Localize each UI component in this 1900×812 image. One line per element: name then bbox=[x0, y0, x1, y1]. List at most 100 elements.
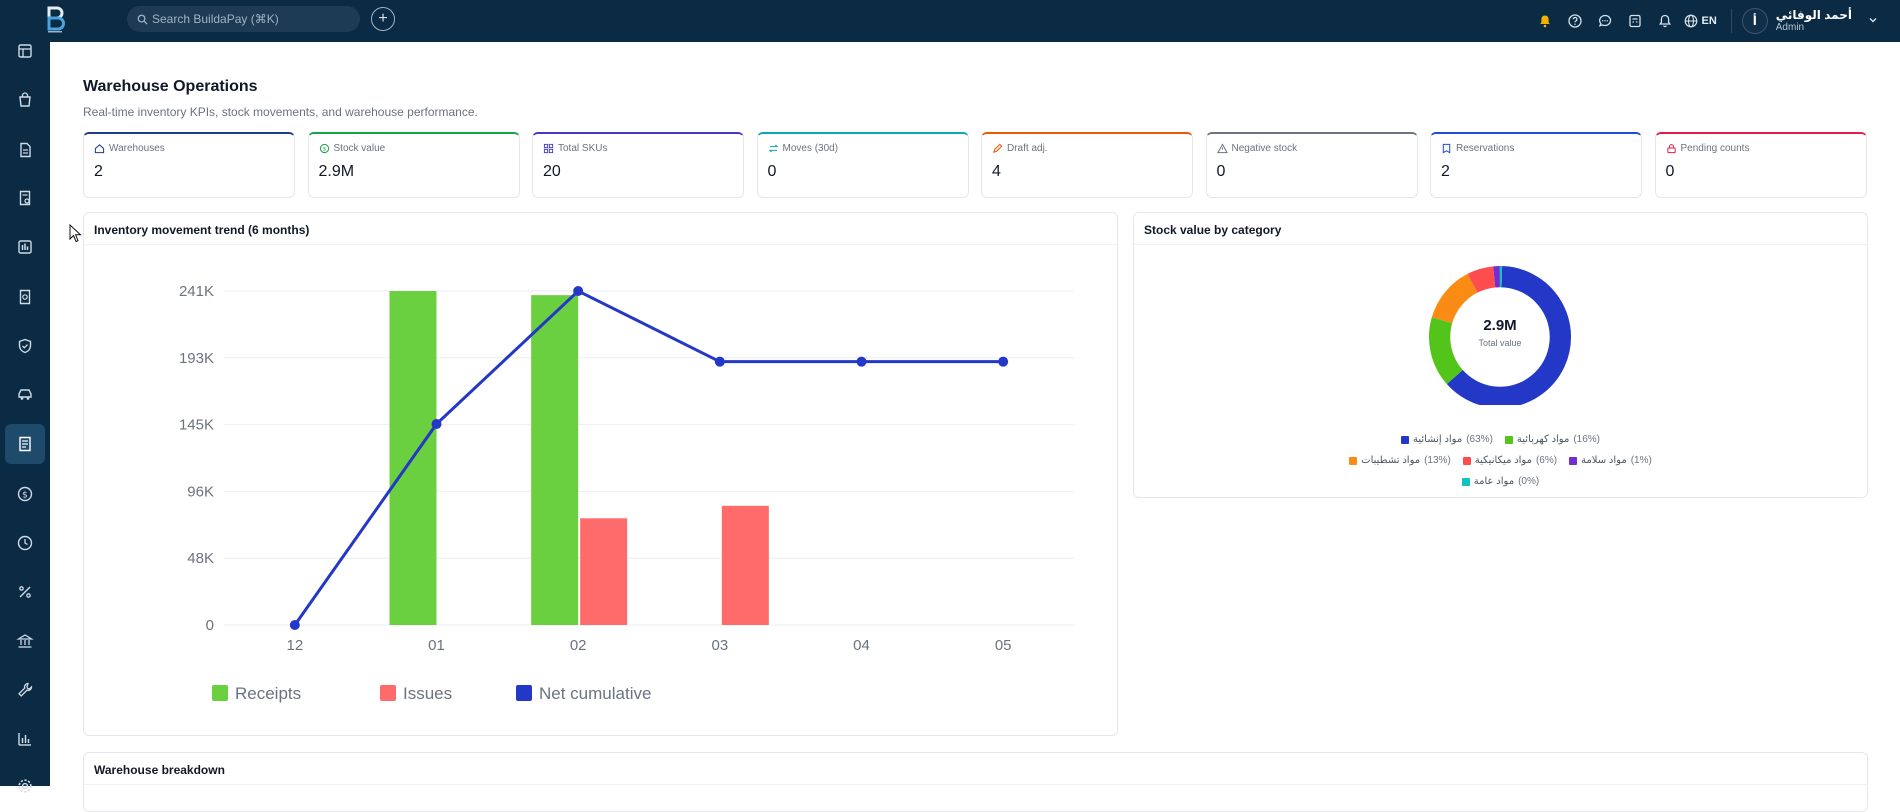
invoice-icon bbox=[16, 189, 34, 207]
legend-item-net-cumulative[interactable]: Net cumulative bbox=[516, 684, 651, 703]
kpi-card-warehouses[interactable]: Warehouses 2 bbox=[83, 132, 295, 198]
donut-center-label: Total value bbox=[1450, 338, 1550, 348]
legend-swatch bbox=[212, 685, 228, 701]
kpi-label: Reservations bbox=[1456, 143, 1514, 154]
coin-icon: $ bbox=[319, 143, 330, 154]
page-title: Warehouse Operations bbox=[83, 78, 258, 96]
category-legend-item[interactable]: مواد كهربائية(16%) bbox=[1505, 434, 1600, 445]
clock-nav-item[interactable] bbox=[5, 523, 45, 563]
vehicle-nav-item[interactable] bbox=[5, 375, 45, 415]
kpi-value: 2 bbox=[94, 163, 284, 181]
percent-nav-item[interactable] bbox=[5, 572, 45, 612]
kpi-label: Pending counts bbox=[1681, 143, 1750, 154]
shield-icon bbox=[16, 337, 34, 355]
legend-swatch bbox=[1462, 478, 1470, 486]
search-input[interactable]: Search BuildaPay (⌘K) bbox=[127, 6, 360, 32]
reports-nav-item[interactable] bbox=[5, 227, 45, 267]
bank-icon bbox=[16, 632, 34, 650]
legend-item-receipts[interactable]: Receipts bbox=[212, 684, 301, 703]
dashboard-nav-item[interactable] bbox=[5, 31, 45, 71]
svg-text:$: $ bbox=[322, 147, 326, 153]
category-legend-item[interactable]: مواد عامة(0%) bbox=[1462, 476, 1539, 487]
sidebar: $ bbox=[0, 42, 50, 786]
add-button[interactable]: + bbox=[371, 7, 395, 31]
tools-nav-item[interactable] bbox=[5, 670, 45, 710]
x-tick-label: 02 bbox=[570, 637, 587, 654]
document-icon bbox=[16, 141, 34, 159]
legend-swatch bbox=[1569, 457, 1577, 465]
bell-alert-icon[interactable] bbox=[1530, 0, 1560, 42]
home-icon bbox=[94, 143, 105, 154]
category-legend-item[interactable]: مواد تشطيبات(13%) bbox=[1349, 455, 1451, 466]
x-tick-label: 12 bbox=[286, 637, 303, 654]
reports-icon bbox=[16, 238, 34, 256]
swap-icon bbox=[768, 143, 779, 154]
kpi-card-moves-30d[interactable]: Moves (30d) 0 bbox=[757, 132, 969, 198]
y-tick-label: 241K bbox=[179, 283, 214, 300]
net-cumulative-point[interactable] bbox=[998, 357, 1008, 367]
x-tick-label: 01 bbox=[428, 637, 445, 654]
tools-icon bbox=[16, 681, 34, 699]
issues-bar[interactable] bbox=[722, 506, 769, 625]
category-legend-item[interactable]: مواد ميكانيكية(6%) bbox=[1463, 455, 1557, 466]
net-cumulative-point[interactable] bbox=[290, 620, 300, 630]
document-nav-item[interactable] bbox=[5, 130, 45, 170]
net-cumulative-point[interactable] bbox=[432, 419, 442, 429]
dollar-nav-item[interactable]: $ bbox=[5, 474, 45, 514]
invoice-nav-item[interactable] bbox=[5, 178, 45, 218]
receipt-nav-item[interactable] bbox=[5, 277, 45, 317]
settings-nav-item[interactable] bbox=[5, 766, 45, 806]
chevron-down-icon[interactable] bbox=[1868, 12, 1878, 30]
y-tick-label: 0 bbox=[206, 617, 214, 634]
category-legend-item[interactable]: مواد سلامة(1%) bbox=[1569, 455, 1652, 466]
category-legend: مواد إنشائية(63%) مواد كهربائية(16%) مواد … bbox=[1134, 429, 1867, 492]
donut-slice[interactable] bbox=[1473, 277, 1495, 283]
legend-label: Receipts bbox=[235, 684, 301, 703]
top-bar: Search BuildaPay (⌘K) + EN أ أحمد الوفائ… bbox=[0, 0, 1900, 42]
kpi-label: Draft adj. bbox=[1007, 143, 1048, 154]
receipts-bar[interactable] bbox=[531, 295, 578, 625]
warehouse-nav-item[interactable] bbox=[5, 424, 45, 464]
language-switcher[interactable]: EN bbox=[1684, 14, 1716, 28]
calculator-icon[interactable] bbox=[1620, 0, 1650, 42]
bank-nav-item[interactable] bbox=[5, 621, 45, 661]
dollar-icon: $ bbox=[16, 485, 34, 503]
inventory-trend-title: Inventory movement trend (6 months) bbox=[84, 213, 1117, 245]
kpi-label: Total SKUs bbox=[558, 143, 607, 154]
legend-swatch bbox=[380, 685, 396, 701]
legend-label: Net cumulative bbox=[539, 684, 651, 703]
category-legend-item[interactable]: مواد إنشائية(63%) bbox=[1401, 434, 1493, 445]
net-cumulative-point[interactable] bbox=[715, 357, 725, 367]
kpi-label: Warehouses bbox=[109, 143, 165, 154]
analytics-nav-item[interactable] bbox=[5, 719, 45, 759]
net-cumulative-point[interactable] bbox=[573, 286, 583, 296]
chat-icon[interactable] bbox=[1590, 0, 1620, 42]
y-tick-label: 193K bbox=[179, 350, 214, 367]
kpi-label: Moves (30d) bbox=[783, 143, 839, 154]
legend-item-issues[interactable]: Issues bbox=[380, 684, 452, 703]
kpi-value: 20 bbox=[543, 163, 733, 181]
svg-text:$: $ bbox=[22, 490, 28, 500]
notification-bell-icon[interactable] bbox=[1650, 0, 1680, 42]
kpi-card-total-skus[interactable]: Total SKUs 20 bbox=[532, 132, 744, 198]
shopping-bag-nav-item[interactable] bbox=[5, 80, 45, 120]
shopping-bag-icon bbox=[16, 91, 34, 109]
avatar[interactable]: أ bbox=[1742, 8, 1768, 34]
buildapay-logo[interactable] bbox=[44, 5, 68, 35]
net-cumulative-point[interactable] bbox=[857, 357, 867, 367]
user-menu[interactable]: أحمد الوفائي Admin bbox=[1776, 9, 1852, 33]
legend-percent: (63%) bbox=[1466, 434, 1493, 445]
analytics-icon bbox=[16, 730, 34, 748]
kpi-card-draft-adj[interactable]: Draft adj.4 bbox=[981, 132, 1193, 198]
issues-bar[interactable] bbox=[580, 518, 627, 625]
shield-nav-item[interactable] bbox=[5, 326, 45, 366]
donut-slice[interactable] bbox=[1442, 284, 1472, 321]
help-icon[interactable] bbox=[1560, 0, 1590, 42]
kpi-value: 0 bbox=[768, 163, 958, 181]
